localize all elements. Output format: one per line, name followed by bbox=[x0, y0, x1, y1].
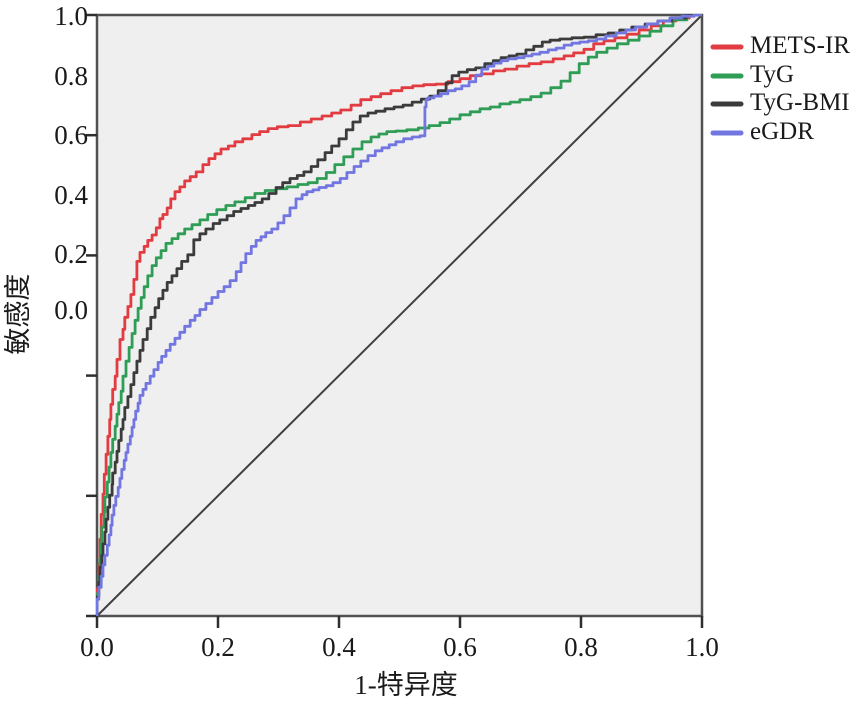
y-tick-label-0.2: 0.2 bbox=[54, 239, 88, 269]
y-axis-ticks bbox=[86, 13, 97, 618]
legend-label-egdr: eGDR bbox=[750, 118, 814, 145]
legend-swatches bbox=[710, 44, 744, 136]
roc-curve-tyg bbox=[96, 14, 702, 616]
y-tick-label-0.8: 0.8 bbox=[54, 61, 88, 91]
y-tick-label-0.6: 0.6 bbox=[54, 120, 88, 150]
reference-diagonal-line bbox=[96, 14, 703, 617]
y-tick-label-0.0: 0.0 bbox=[54, 295, 88, 325]
x-axis-ticks bbox=[95, 616, 704, 628]
x-tick-label-1.0: 1.0 bbox=[685, 632, 719, 662]
x-tick-label-0.2: 0.2 bbox=[201, 632, 235, 662]
x-axis-title: 1-特异度 bbox=[354, 670, 458, 700]
legend-label-tyg: TyG bbox=[750, 61, 795, 88]
y-tick-label-1.0: 1.0 bbox=[54, 1, 88, 31]
y-tick-label-0.4: 0.4 bbox=[54, 180, 88, 210]
x-tick-label-0.6: 0.6 bbox=[443, 632, 477, 662]
roc-curve-tyg-bmi bbox=[96, 14, 702, 616]
y-axis-title: 敏感度 bbox=[2, 273, 33, 355]
legend-label-mets-ir: METS-IR bbox=[750, 32, 850, 59]
roc-curve-mets-ir bbox=[96, 14, 702, 616]
roc-curves bbox=[96, 14, 702, 616]
x-tick-label-0.8: 0.8 bbox=[564, 632, 598, 662]
x-tick-label-0.4: 0.4 bbox=[322, 632, 356, 662]
x-tick-label-0.0: 0.0 bbox=[80, 632, 114, 662]
legend-label-tyg-bmi: TyG-BMI bbox=[750, 89, 850, 116]
roc-curve-egdr bbox=[96, 14, 702, 616]
